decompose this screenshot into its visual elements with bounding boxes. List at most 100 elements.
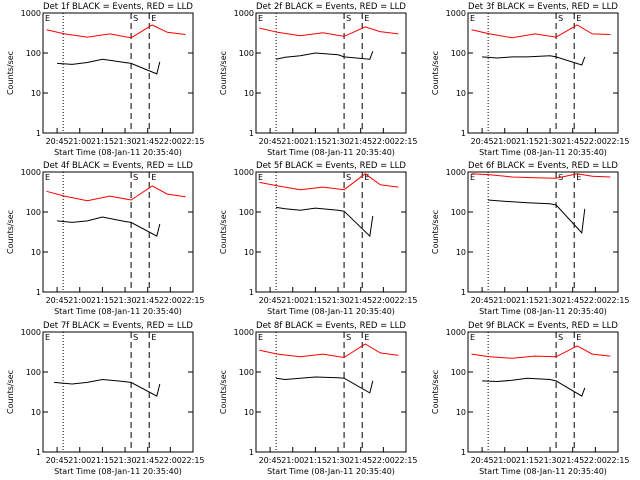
marker-label: E <box>151 173 156 182</box>
y-tick-label: 100 <box>239 208 254 217</box>
series-line <box>57 58 161 75</box>
series-line <box>471 24 611 39</box>
marker-label: E <box>470 173 475 182</box>
y-tick-label: 10 <box>244 248 254 257</box>
y-tick-label: 100 <box>26 208 41 217</box>
x-tick-label: 21:30 <box>114 456 137 465</box>
detector-panel: Det 1f BLACK = Events, RED = LLD E S E 1000 1… <box>6 2 205 157</box>
y-tick-label: 1 <box>249 448 254 457</box>
x-tick-label: 21:15 <box>516 456 539 465</box>
y-tick-label: 1 <box>36 129 41 138</box>
series-line <box>276 206 374 238</box>
y-tick-label: 1000 <box>446 168 466 177</box>
detector-panel: Det 8f BLACK = Events, RED = LLD E S E 1000 1… <box>219 321 418 476</box>
series-line <box>259 173 399 191</box>
marker-label: S <box>133 173 138 182</box>
x-axis-label: Start Time (08-Jan-11 20:35:40) <box>479 148 607 157</box>
x-tick-label: 22:00 <box>159 296 182 305</box>
x-axis-label: Start Time (08-Jan-11 20:35:40) <box>54 307 182 316</box>
x-tick-label: 22:00 <box>584 137 607 146</box>
x-tick-label: 21:00 <box>281 296 304 305</box>
x-tick-label: 22:15 <box>606 296 629 305</box>
y-tick-label: 1000 <box>446 328 466 337</box>
x-tick-label: 21:15 <box>91 456 114 465</box>
y-axis-label: Counts/sec <box>219 51 228 95</box>
marker-label: E <box>364 173 369 182</box>
x-tick-label: 21:00 <box>281 137 304 146</box>
x-tick-label: 22:15 <box>606 137 629 146</box>
panel-title: Det 6f BLACK = Events, RED = LLD <box>468 161 618 171</box>
x-tick-label: 21:45 <box>136 296 159 305</box>
x-tick-label: 21:45 <box>349 296 372 305</box>
detector-panel: Det 7f BLACK = Events, RED = LLD E S E 1000 1… <box>6 321 205 476</box>
plot-frame <box>467 171 619 293</box>
marker-label: S <box>346 173 351 182</box>
y-axis-label: Counts/sec <box>6 210 15 254</box>
x-tick-label: 21:30 <box>114 296 137 305</box>
x-tick-label: 21:15 <box>91 296 114 305</box>
y-tick-label: 1000 <box>21 168 41 177</box>
plot-frame <box>42 12 194 134</box>
x-tick-label: 21:45 <box>136 137 159 146</box>
plot-frame <box>255 171 407 293</box>
y-tick-label: 1000 <box>234 168 254 177</box>
y-tick-label: 10 <box>31 408 41 417</box>
x-tick-label: 21:15 <box>91 137 114 146</box>
x-tick-label: 22:00 <box>372 456 395 465</box>
x-tick-label: 20:45 <box>259 137 282 146</box>
marker-label: E <box>151 333 156 342</box>
plot-frame <box>467 12 619 134</box>
x-tick-label: 21:15 <box>304 137 327 146</box>
marker-label: E <box>364 333 369 342</box>
x-tick-label: 22:15 <box>181 296 204 305</box>
marker-label: E <box>470 333 475 342</box>
x-tick-label: 22:00 <box>159 137 182 146</box>
marker-label: S <box>558 14 563 23</box>
x-tick-label: 21:30 <box>539 296 562 305</box>
marker-label: E <box>151 14 156 23</box>
y-axis-label: Counts/sec <box>431 51 440 95</box>
plot-frame <box>42 171 194 293</box>
y-axis-label: Counts/sec <box>219 210 228 254</box>
y-tick-label: 10 <box>456 89 466 98</box>
x-tick-label: 21:00 <box>493 137 516 146</box>
x-tick-label: 21:30 <box>539 456 562 465</box>
x-tick-label: 22:15 <box>181 137 204 146</box>
y-tick-label: 1 <box>461 448 466 457</box>
x-tick-label: 20:45 <box>259 456 282 465</box>
panel-title: Det 3f BLACK = Events, RED = LLD <box>468 2 618 12</box>
y-tick-label: 10 <box>456 248 466 257</box>
x-tick-label: 21:30 <box>539 137 562 146</box>
marker-label: S <box>133 14 138 23</box>
detector-panel: Det 4f BLACK = Events, RED = LLD E S E 1000 1… <box>6 161 205 316</box>
y-tick-label: 1000 <box>234 9 254 18</box>
panel-title: Det 5f BLACK = Events, RED = LLD <box>256 161 406 171</box>
y-axis-label: Counts/sec <box>219 370 228 414</box>
y-tick-label: 1000 <box>21 328 41 337</box>
x-tick-label: 21:15 <box>304 296 327 305</box>
x-tick-label: 21:30 <box>114 137 137 146</box>
x-tick-label: 21:45 <box>136 456 159 465</box>
x-tick-label: 22:00 <box>584 296 607 305</box>
y-tick-label: 100 <box>26 368 41 377</box>
plot-frame <box>255 331 407 453</box>
y-tick-label: 1000 <box>21 9 41 18</box>
y-tick-label: 100 <box>451 368 466 377</box>
detector-panel: Det 5f BLACK = Events, RED = LLD E S E 1000 1… <box>219 161 418 316</box>
y-tick-label: 100 <box>26 49 41 58</box>
y-tick-label: 100 <box>239 368 254 377</box>
x-tick-label: 22:00 <box>584 456 607 465</box>
x-tick-label: 20:45 <box>46 296 69 305</box>
x-tick-label: 22:15 <box>181 456 204 465</box>
x-tick-label: 22:00 <box>159 456 182 465</box>
y-tick-label: 1 <box>249 288 254 297</box>
marker-label: E <box>45 173 50 182</box>
x-tick-label: 20:45 <box>46 137 69 146</box>
y-tick-label: 10 <box>244 89 254 98</box>
x-tick-label: 21:15 <box>516 137 539 146</box>
x-axis-label: Start Time (08-Jan-11 20:35:40) <box>267 467 395 476</box>
panel-title: Det 7f BLACK = Events, RED = LLD <box>43 321 193 331</box>
